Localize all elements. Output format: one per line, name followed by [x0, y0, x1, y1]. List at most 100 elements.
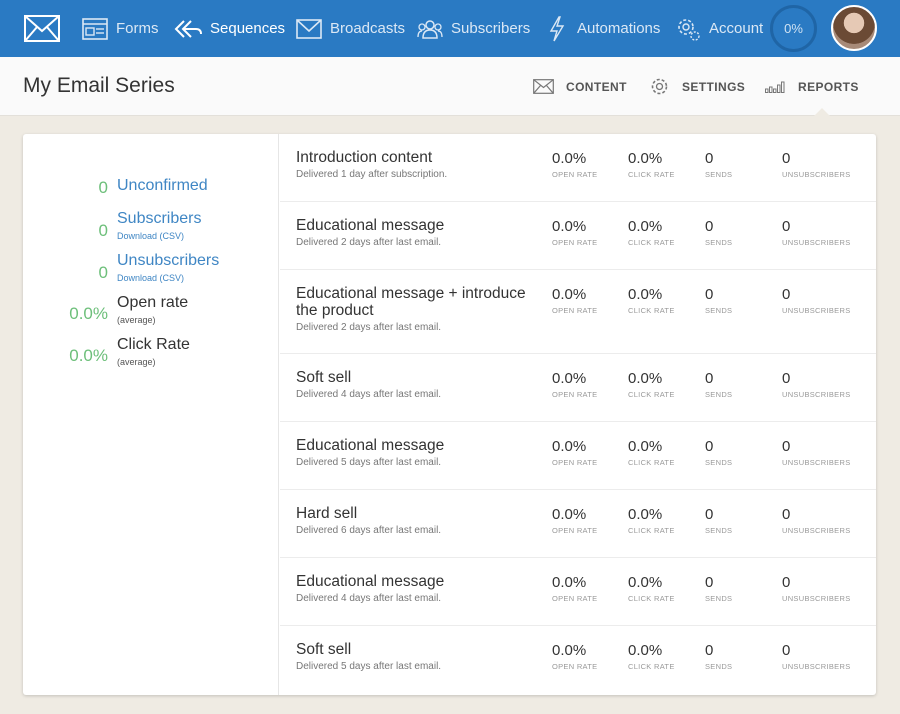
email-title[interactable]: Educational message — [296, 437, 445, 454]
metric-sends: 0 SENDS — [705, 150, 732, 179]
tab-settings[interactable]: SETTINGS — [649, 57, 745, 116]
stat-label: Click Rate — [117, 336, 190, 353]
stat-value: 0.0% — [69, 304, 108, 323]
metric-label: CLICK RATE — [628, 662, 675, 671]
progress-value: 0% — [784, 21, 803, 36]
email-delivery-info: Delivered 4 days after last email. — [296, 593, 442, 604]
nav-label: Broadcasts — [330, 20, 406, 37]
top-nav: Forms Sequences Broadcasts Subscribers — [0, 0, 900, 57]
email-title[interactable]: Soft sell — [296, 369, 352, 386]
metric-click-rate: 0.0% CLICK RATE — [628, 438, 675, 467]
metric-sends: 0 SENDS — [705, 438, 732, 467]
tab-reports[interactable]: REPORTS — [765, 57, 859, 116]
active-tab-indicator — [814, 108, 830, 116]
nav-automations[interactable]: Automations — [549, 0, 660, 57]
unconfirmed-link[interactable]: Unconfirmed — [117, 177, 208, 194]
metric-unsubscribers: 0 UNSUBSCRIBERS — [782, 506, 851, 535]
metric-label: OPEN RATE — [552, 238, 598, 247]
email-title[interactable]: Educational message — [296, 217, 445, 234]
metric-click-rate: 0.0% CLICK RATE — [628, 642, 675, 671]
email-row[interactable]: Hard sell Delivered 6 days after last ema… — [280, 490, 876, 558]
subscribers-link[interactable]: Subscribers — [117, 210, 202, 227]
gear-icon — [651, 78, 668, 95]
unsubscribers-download-link[interactable]: Download (CSV) — [117, 273, 185, 283]
metric-label: CLICK RATE — [628, 458, 675, 467]
stat-value: 0 — [98, 221, 108, 240]
subscribers-download-link[interactable]: Download (CSV) — [117, 231, 185, 241]
email-title[interactable]: Educational message + introduce the prod… — [296, 285, 526, 319]
metric-unsubscribers: 0 UNSUBSCRIBERS — [782, 286, 851, 315]
metric-label: CLICK RATE — [628, 594, 675, 603]
metric-open-rate: 0.0% OPEN RATE — [552, 574, 597, 603]
metric-value: 0 — [705, 286, 714, 303]
metric-label: SENDS — [705, 594, 733, 603]
email-title[interactable]: Educational message — [296, 573, 445, 590]
metric-click-rate: 0.0% CLICK RATE — [628, 150, 675, 179]
tab-label: CONTENT — [566, 79, 627, 94]
metric-value: 0 — [782, 218, 791, 235]
metric-value: 0.0% — [552, 370, 587, 387]
metric-value: 0.0% — [552, 506, 587, 523]
metric-click-rate: 0.0% CLICK RATE — [628, 286, 675, 315]
metric-label: OPEN RATE — [552, 594, 598, 603]
metric-label: UNSUBSCRIBERS — [782, 390, 851, 399]
metric-label: CLICK RATE — [628, 390, 675, 399]
metric-value: 0 — [705, 438, 714, 455]
metric-value: 0.0% — [552, 150, 587, 167]
progress-indicator[interactable]: 0% — [770, 5, 817, 52]
email-row[interactable]: Introduction content Delivered 1 day afte… — [280, 134, 876, 202]
metric-sends: 0 SENDS — [705, 286, 732, 315]
stat-sub: (average) — [117, 357, 156, 367]
unsubscribers-link[interactable]: Unsubscribers — [117, 252, 220, 269]
nav-label: Account — [709, 20, 764, 37]
metric-label: SENDS — [705, 390, 733, 399]
nav-sequences[interactable]: Sequences — [174, 0, 285, 57]
stat-sub: (average) — [117, 315, 156, 325]
envelope-logo-icon[interactable] — [24, 15, 60, 42]
metric-value: 0 — [782, 370, 791, 387]
metric-open-rate: 0.0% OPEN RATE — [552, 218, 597, 247]
nav-forms[interactable]: Forms — [82, 0, 159, 57]
metric-value: 0.0% — [552, 438, 587, 455]
metric-sends: 0 SENDS — [705, 642, 732, 671]
metric-label: UNSUBSCRIBERS — [782, 170, 851, 179]
nav-label: Sequences — [210, 20, 286, 37]
metric-value: 0 — [705, 150, 714, 167]
email-delivery-info: Delivered 1 day after subscription. — [296, 169, 448, 180]
nav-account[interactable]: Account — [675, 0, 763, 57]
metric-value: 0.0% — [628, 642, 663, 659]
stat-label: Open rate — [117, 294, 189, 311]
email-row[interactable]: Educational message Delivered 2 days afte… — [280, 202, 876, 270]
metric-open-rate: 0.0% OPEN RATE — [552, 438, 597, 467]
metric-value: 0.0% — [628, 438, 663, 455]
metric-value: 0.0% — [552, 286, 587, 303]
tab-label: REPORTS — [798, 79, 859, 94]
metric-open-rate: 0.0% OPEN RATE — [552, 286, 597, 315]
metric-value: 0.0% — [552, 218, 587, 235]
metric-value: 0 — [782, 642, 791, 659]
email-row[interactable]: Educational message + introduce the prod… — [280, 270, 876, 354]
metric-value: 0.0% — [628, 574, 663, 591]
email-title[interactable]: Hard sell — [296, 505, 358, 522]
nav-broadcasts[interactable]: Broadcasts — [296, 0, 405, 57]
avatar[interactable] — [831, 5, 877, 51]
email-row[interactable]: Soft sell Delivered 5 days after last ema… — [280, 626, 876, 695]
metric-value: 0.0% — [628, 150, 663, 167]
metric-label: OPEN RATE — [552, 458, 598, 467]
email-title[interactable]: Introduction content — [296, 149, 433, 166]
account-icon — [678, 18, 700, 41]
metric-value: 0 — [705, 506, 714, 523]
nav-subscribers[interactable]: Subscribers — [417, 0, 530, 57]
metric-label: SENDS — [705, 526, 733, 535]
email-row[interactable]: Soft sell Delivered 4 days after last ema… — [280, 354, 876, 422]
nav-label: Forms — [116, 20, 159, 37]
metric-value: 0 — [782, 574, 791, 591]
metric-value: 0.0% — [552, 642, 587, 659]
forms-icon — [82, 17, 108, 40]
email-title[interactable]: Soft sell — [296, 641, 352, 658]
email-row[interactable]: Educational message Delivered 4 days afte… — [280, 558, 876, 626]
metric-value: 0 — [705, 218, 714, 235]
email-row[interactable]: Educational message Delivered 5 days afte… — [280, 422, 876, 490]
tab-content[interactable]: CONTENT — [533, 57, 627, 116]
metric-value: 0 — [705, 642, 714, 659]
